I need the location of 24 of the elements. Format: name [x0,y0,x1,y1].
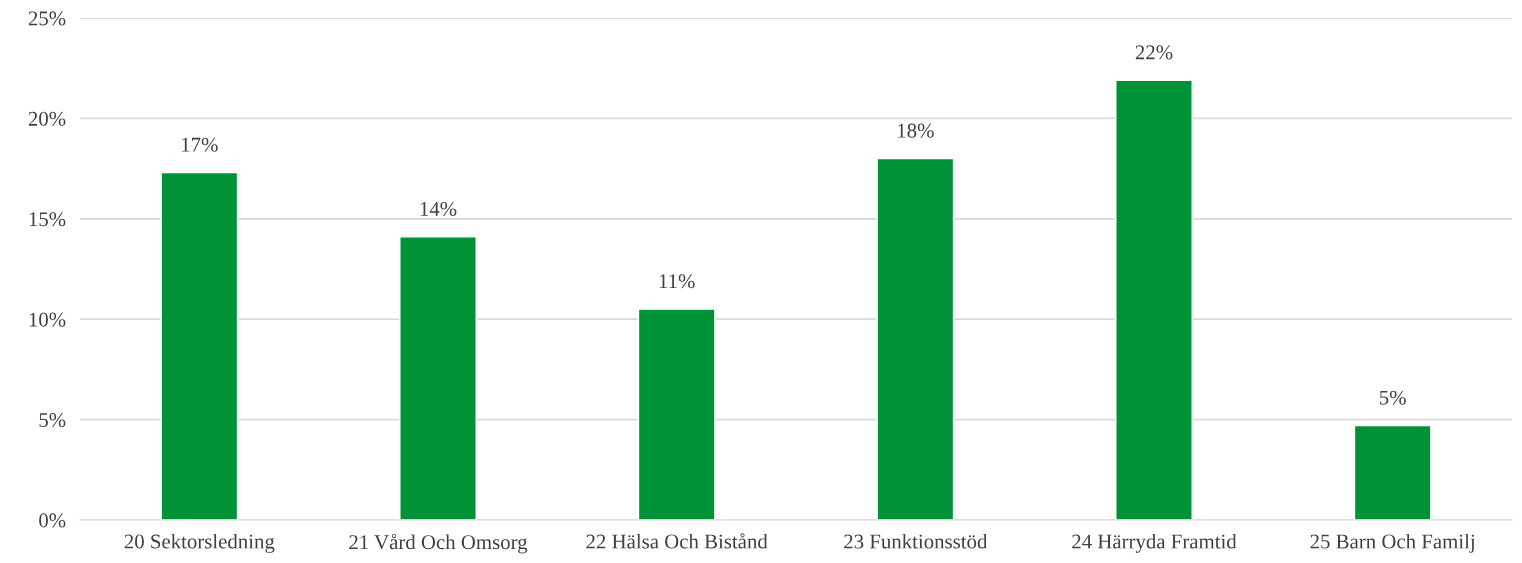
x-tick-label: 22 Hälsa Och Bistånd [586,533,768,549]
y-tick-label: 10% [29,312,66,327]
bar [637,308,716,520]
data-label: 18% [898,123,934,138]
y-tick-label: 20% [28,111,66,126]
data-label: 14% [420,201,457,217]
y-tick-label: 5% [39,412,66,428]
y-tick-label: 15% [29,212,66,227]
x-tick-label: 21 Vård Och Omsorg [349,533,528,554]
bar [160,171,239,520]
bar [399,236,477,520]
bar [1115,79,1193,520]
data-label: 11% [659,274,695,289]
x-tick-label: 23 Funktionsstöd [844,533,988,549]
bar [1353,424,1432,520]
data-label: 22% [1135,45,1173,60]
data-label: 17% [182,137,218,152]
bar [876,157,955,520]
y-tick-label: 0% [39,513,66,528]
x-tick-label: 24 Härryda Framtid [1072,533,1237,553]
data-label: 5% [1379,390,1406,405]
x-tick-label: 25 Barn Och Familj [1310,533,1474,553]
y-tick-label: 25% [28,11,66,26]
x-tick-label: 20 Sektorsledning [124,533,275,553]
